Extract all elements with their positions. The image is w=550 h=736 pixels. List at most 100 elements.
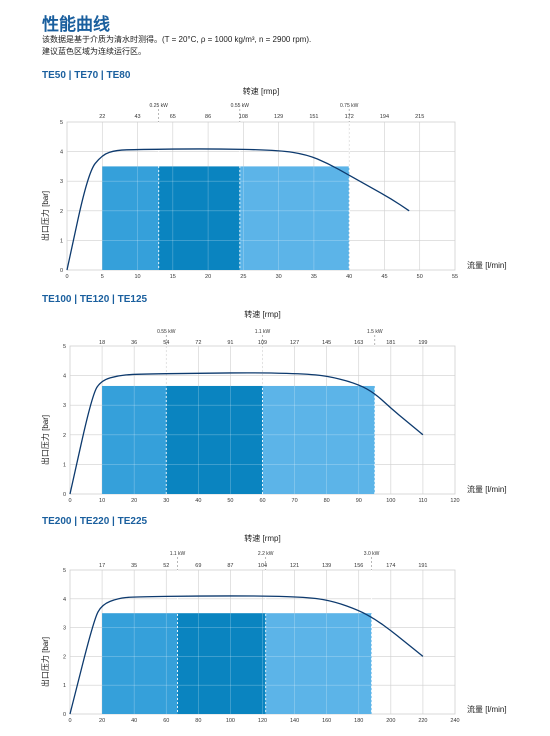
operating-zone	[239, 166, 350, 270]
x-tick-label: 0	[68, 718, 71, 724]
operating-zone	[102, 385, 167, 494]
pressure-curve	[69, 595, 424, 715]
rpm-tick-label: 109	[258, 340, 267, 346]
power-label: 0.25 kW	[150, 103, 169, 109]
power-label: 1.5 kW	[367, 329, 383, 335]
x-tick-label: 120	[450, 498, 459, 504]
x-tick-label: 120	[258, 718, 267, 724]
flow-axis-label: 流量 [l/min]	[467, 260, 507, 270]
y-tick-label: 4	[60, 150, 63, 156]
chart-title: TE200 | TE220 | TE225	[42, 516, 148, 527]
x-tick-label: 20	[205, 274, 211, 280]
rpm-tick-label: 65	[170, 114, 176, 120]
speed-axis-label: 转速 [rmp]	[244, 309, 280, 319]
x-tick-label: 110	[419, 498, 428, 504]
y-tick-label: 0	[63, 712, 66, 718]
x-tick-label: 45	[381, 274, 387, 280]
y-tick-label: 5	[60, 120, 63, 126]
y-tick-label: 0	[60, 268, 63, 274]
rpm-tick-label: 69	[195, 563, 201, 569]
x-tick-label: 220	[418, 718, 427, 724]
rpm-tick-label: 172	[345, 114, 354, 120]
x-tick-label: 200	[386, 718, 395, 724]
flow-axis-label: 流量 [l/min]	[467, 484, 507, 494]
y-tick-label: 2	[63, 654, 66, 660]
x-tick-label: 40	[131, 718, 137, 724]
operating-zone	[265, 613, 372, 714]
page-title: 性能曲线	[42, 15, 110, 34]
rpm-tick-label: 87	[227, 563, 233, 569]
x-tick-label: 30	[163, 498, 169, 504]
power-label: 1.1 kW	[255, 329, 271, 335]
pressure-curve	[66, 148, 410, 271]
performance-chart-te200: TE200 | TE220 | TE225 转速 [rmp] 1.1 kW 2.2 k…	[40, 516, 507, 724]
rpm-tick-label: 163	[354, 340, 363, 346]
rpm-tick-label: 156	[354, 563, 363, 569]
rpm-tick-label: 104	[258, 563, 267, 569]
y-tick-label: 1	[60, 238, 63, 244]
x-tick-label: 50	[417, 274, 423, 280]
y-tick-label: 3	[63, 626, 66, 632]
rpm-tick-label: 108	[239, 114, 248, 120]
rpm-tick-label: 129	[274, 114, 283, 120]
pressure-curve	[69, 372, 424, 495]
x-tick-label: 80	[324, 498, 330, 504]
rpm-tick-label: 17	[99, 563, 105, 569]
y-tick-label: 0	[63, 492, 66, 498]
rpm-tick-label: 181	[386, 340, 395, 346]
y-tick-label: 2	[60, 209, 63, 215]
flow-axis-label: 流量 [l/min]	[467, 704, 507, 714]
x-tick-label: 30	[276, 274, 282, 280]
rpm-tick-label: 72	[195, 340, 201, 346]
operating-zone	[102, 613, 178, 714]
rpm-tick-label: 18	[99, 340, 105, 346]
y-tick-label: 1	[63, 683, 66, 689]
x-tick-label: 40	[195, 498, 201, 504]
rpm-tick-label: 139	[322, 563, 331, 569]
speed-axis-label: 转速 [rmp]	[244, 533, 280, 543]
x-tick-label: 25	[240, 274, 246, 280]
rpm-tick-label: 121	[290, 563, 299, 569]
x-tick-label: 40	[346, 274, 352, 280]
x-tick-label: 240	[450, 718, 459, 724]
power-label: 2.2 kW	[258, 551, 274, 557]
x-tick-label: 70	[292, 498, 298, 504]
x-tick-label: 0	[68, 498, 71, 504]
power-label: 3.0 kW	[364, 551, 380, 557]
x-tick-label: 160	[322, 718, 331, 724]
y-tick-label: 1	[63, 462, 66, 468]
x-tick-label: 60	[163, 718, 169, 724]
x-tick-label: 140	[290, 718, 299, 724]
x-tick-label: 10	[134, 274, 140, 280]
rpm-tick-label: 91	[227, 340, 233, 346]
x-tick-label: 55	[452, 274, 458, 280]
x-tick-label: 15	[170, 274, 176, 280]
operating-zone	[177, 613, 266, 714]
rpm-tick-label: 54	[163, 340, 169, 346]
operating-zone	[166, 385, 263, 494]
x-tick-label: 100	[386, 498, 395, 504]
x-tick-label: 90	[356, 498, 362, 504]
pressure-axis-label: 出口压力 [bar]	[40, 415, 50, 465]
y-tick-label: 4	[63, 374, 66, 380]
y-tick-label: 5	[63, 568, 66, 574]
speed-axis-label: 转速 [rmp]	[243, 86, 279, 96]
x-tick-label: 0	[65, 274, 68, 280]
rpm-tick-label: 145	[322, 340, 331, 346]
x-tick-label: 20	[131, 498, 137, 504]
y-tick-label: 5	[63, 344, 66, 350]
power-label: 0.55 kW	[157, 329, 176, 335]
y-tick-label: 3	[60, 179, 63, 185]
operating-zone	[102, 166, 159, 270]
chart-title: TE100 | TE120 | TE125	[42, 294, 148, 305]
power-label: 1.1 kW	[170, 551, 186, 557]
y-tick-label: 3	[63, 403, 66, 409]
rpm-tick-label: 199	[418, 340, 427, 346]
performance-chart-te100: TE100 | TE120 | TE125 转速 [rmp] 0.55 kW 1.1 …	[40, 294, 507, 504]
rpm-tick-label: 35	[131, 563, 137, 569]
x-tick-label: 20	[99, 718, 105, 724]
x-tick-label: 5	[101, 274, 104, 280]
rpm-tick-label: 194	[380, 114, 389, 120]
rpm-tick-label: 52	[163, 563, 169, 569]
rpm-tick-label: 36	[131, 340, 137, 346]
